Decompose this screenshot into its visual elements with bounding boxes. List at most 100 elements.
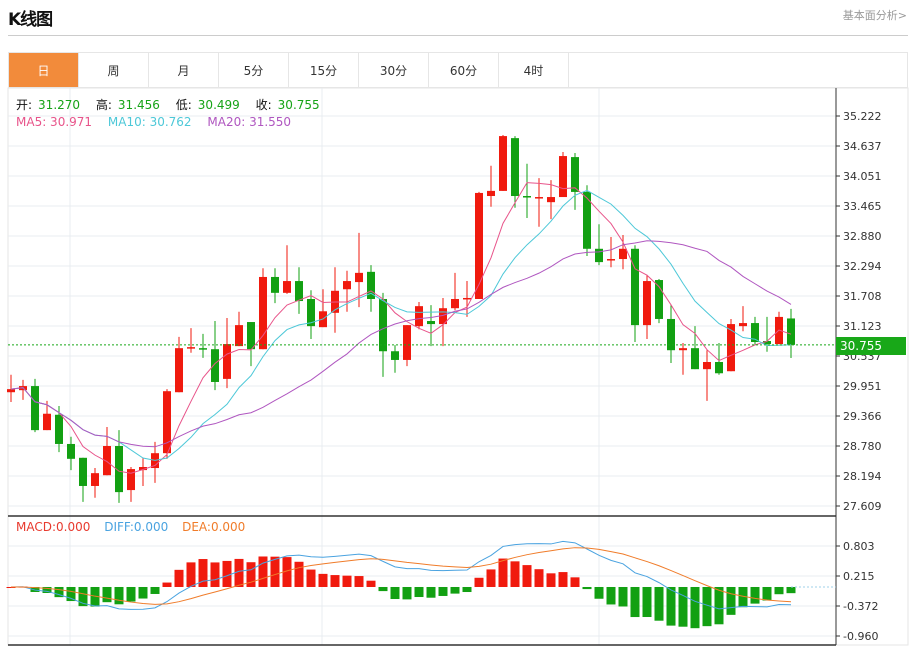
macd-bar-negative [582, 586, 592, 590]
ma20-value: MA20: 31.550 [207, 115, 292, 129]
macd-bar-positive [570, 577, 580, 587]
candle-up [343, 281, 351, 290]
ma-readout: MA5: 30.971 MA10: 30.762 MA20: 31.550 [16, 115, 297, 129]
macd-bar-negative [630, 586, 640, 618]
high-label: 高: [95, 98, 112, 112]
tab-1[interactable]: 周 [79, 53, 149, 87]
macd-bar-positive [522, 565, 532, 587]
candle-up [283, 281, 291, 293]
candle-up [547, 197, 555, 203]
candle-down [31, 386, 39, 431]
candle-down [367, 271, 375, 299]
macd-bar-negative [138, 586, 148, 599]
tab-7[interactable]: 4时 [499, 53, 569, 87]
candle-up [139, 467, 147, 471]
dea-value: DEA:0.000 [182, 520, 246, 534]
candle-up [559, 156, 567, 198]
candle-up [43, 413, 51, 431]
macd-bar-positive [498, 558, 508, 587]
candle-up [355, 272, 363, 283]
price-tick-label: 33.465 [843, 200, 882, 213]
ma5-value: MA5: 30.971 [16, 115, 93, 129]
macd-bar-positive [162, 582, 172, 587]
macd-bar-negative [726, 586, 736, 615]
macd-tick-label: -0.372 [843, 600, 878, 613]
candle-up [235, 325, 243, 347]
diff-value: DIFF:0.000 [104, 520, 169, 534]
macd-bar-negative [774, 586, 784, 595]
macd-tick-label: 0.215 [843, 570, 875, 583]
candle-down [271, 276, 279, 293]
candle-down [427, 321, 435, 325]
open-label: 开: [16, 98, 33, 112]
macd-bar-positive [342, 575, 352, 587]
fundamental-analysis-link[interactable]: 基本面分析> [842, 9, 907, 22]
macd-bar-negative [714, 586, 724, 625]
low-value: 30.499 [197, 98, 240, 112]
macd-bar-negative [78, 586, 88, 607]
candle-down [67, 443, 75, 459]
macd-tick-label: 0.803 [843, 540, 875, 553]
price-tick-label: 29.951 [843, 380, 882, 393]
candle-up [727, 324, 735, 372]
macd-bar-negative [678, 586, 688, 627]
candle-down [307, 298, 315, 327]
candle-down [391, 351, 399, 360]
macd-bar-positive [174, 569, 184, 587]
ma5-line [10, 182, 792, 474]
macd-bar-positive [354, 576, 364, 587]
macd-bar-negative [378, 586, 388, 592]
candle-up [679, 348, 687, 351]
macd-bar-positive [6, 586, 16, 588]
candle-up [451, 298, 459, 309]
candle-down [691, 348, 699, 370]
candle-up [7, 389, 15, 393]
macd-bar-positive [546, 573, 556, 587]
tab-4[interactable]: 15分 [289, 53, 359, 87]
candle-up [103, 446, 111, 476]
macd-bar-positive [222, 560, 232, 587]
macd-bar-negative [54, 586, 64, 598]
macd-bar-negative [402, 586, 412, 600]
tab-6[interactable]: 60分 [429, 53, 499, 87]
candle-down [523, 196, 531, 198]
candle-up [187, 347, 195, 349]
candle-up [487, 190, 495, 197]
candle-down [115, 446, 123, 493]
price-tick-label: 34.637 [843, 140, 882, 153]
macd-bar-negative [450, 586, 460, 594]
macd-bar-positive [270, 556, 280, 587]
candle-up [223, 344, 231, 379]
price-tick-label: 31.708 [843, 290, 882, 303]
page-title: K线图 [8, 10, 53, 30]
tab-2[interactable]: 月 [149, 53, 219, 87]
macd-bar-negative [786, 586, 796, 594]
macd-bar-positive [210, 562, 220, 587]
macd-bar-positive [510, 561, 520, 587]
tab-3[interactable]: 5分 [219, 53, 289, 87]
macd-bar-negative [42, 586, 52, 593]
candle-down [511, 138, 519, 197]
macd-bar-positive [306, 569, 316, 587]
close-value: 30.755 [277, 98, 320, 112]
macd-readout: MACD:0.000 DIFF:0.000 DEA:0.000 [16, 520, 251, 534]
candle-up [475, 192, 483, 299]
tab-0[interactable]: 日 [9, 53, 79, 87]
macd-bar-positive [366, 580, 376, 587]
macd-bar-negative [606, 586, 616, 605]
price-tick-label: 35.222 [843, 110, 882, 123]
price-tick-label: 28.194 [843, 470, 882, 483]
candle-down [751, 323, 759, 343]
macd-bar-negative [414, 586, 424, 598]
candle-down [763, 340, 771, 345]
macd-bar-negative [618, 586, 628, 607]
price-tick-label: 28.780 [843, 440, 882, 453]
low-label: 低: [175, 98, 192, 112]
candle-down [715, 361, 723, 374]
tab-5[interactable]: 30分 [359, 53, 429, 87]
macd-bar-positive [486, 569, 496, 587]
candle-down [295, 281, 303, 302]
macd-bar-positive [330, 575, 340, 587]
macd-bar-positive [234, 558, 244, 587]
